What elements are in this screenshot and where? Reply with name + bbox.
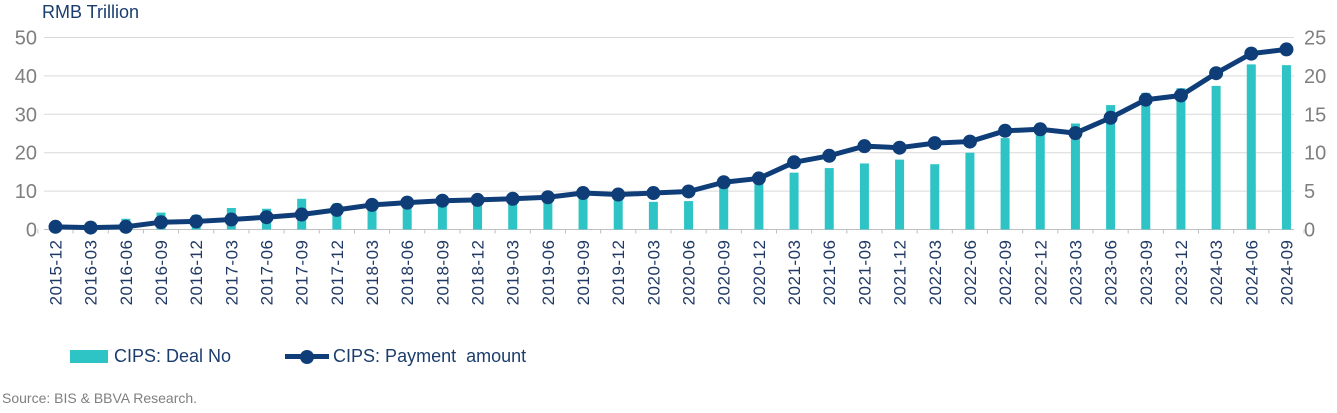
svg-text:2021-06: 2021-06 [820,240,839,306]
svg-text:2022-12: 2022-12 [1031,240,1050,306]
svg-text:2018-09: 2018-09 [433,240,452,306]
svg-text:2019-06: 2019-06 [539,240,558,306]
svg-text:2015-12: 2015-12 [47,240,66,306]
svg-text:2023-06: 2023-06 [1102,240,1121,306]
svg-text:2019-12: 2019-12 [609,240,628,306]
svg-text:20: 20 [15,143,37,165]
svg-text:5: 5 [1304,181,1315,203]
svg-text:2022-09: 2022-09 [996,240,1015,306]
chart-canvas: 0 10 20 30 40 50 0 5 10 15 20 25 2015-12 2016-03 2016-… [15,28,1327,306]
svg-text:2021-12: 2021-12 [891,240,910,306]
legend-label-payment-amount: CIPS: Payment amount [333,346,527,366]
svg-text:15: 15 [1304,104,1326,126]
line-marker-dot-icon [300,349,315,364]
svg-text:2017-06: 2017-06 [258,240,277,306]
left-axis-title: RMB Trillion [42,2,140,22]
svg-text:2016-03: 2016-03 [82,240,101,306]
svg-text:2017-12: 2017-12 [328,240,347,306]
svg-text:2018-06: 2018-06 [398,240,417,306]
svg-text:2020-12: 2020-12 [750,240,769,306]
svg-text:2016-06: 2016-06 [117,240,136,306]
svg-text:2023-12: 2023-12 [1172,240,1191,306]
svg-text:25: 25 [1304,28,1326,50]
svg-text:2020-06: 2020-06 [680,240,699,306]
svg-text:40: 40 [15,66,37,88]
svg-text:2017-09: 2017-09 [293,240,312,306]
svg-text:30: 30 [15,104,37,126]
svg-text:20: 20 [1304,66,1326,88]
svg-text:2023-03: 2023-03 [1066,240,1085,306]
legend-item-payment-amount: CIPS: Payment amount [285,346,526,367]
svg-text:2024-09: 2024-09 [1277,240,1296,306]
bar-series-swatch-icon [70,350,108,363]
svg-text:10: 10 [1304,143,1326,165]
svg-text:2017-03: 2017-03 [222,240,241,306]
svg-text:50: 50 [15,28,37,50]
legend-label-deal-no: CIPS: Deal No [114,346,232,366]
legend: CIPS: Deal No CIPS: Payment amount [70,346,526,367]
svg-text:2020-03: 2020-03 [644,240,663,306]
svg-text:2024-06: 2024-06 [1242,240,1261,306]
line-series-swatch-icon [285,349,330,364]
svg-text:2020-09: 2020-09 [715,240,734,306]
svg-text:2021-09: 2021-09 [855,240,874,306]
svg-text:2016-12: 2016-12 [187,240,206,306]
legend-item-deal-no: CIPS: Deal No [70,346,231,367]
svg-text:2022-03: 2022-03 [926,240,945,306]
svg-text:10: 10 [15,181,37,203]
source-note: Source: BIS & BBVA Research. [2,390,198,406]
svg-text:2019-09: 2019-09 [574,240,593,306]
svg-text:2021-03: 2021-03 [785,240,804,306]
svg-text:2024-03: 2024-03 [1207,240,1226,306]
svg-text:0: 0 [26,220,37,242]
svg-text:2018-03: 2018-03 [363,240,382,306]
svg-text:2023-09: 2023-09 [1137,240,1156,306]
svg-text:2016-09: 2016-09 [152,240,171,306]
svg-text:2019-03: 2019-03 [504,240,523,306]
svg-text:2022-06: 2022-06 [961,239,980,305]
svg-text:2018-12: 2018-12 [469,240,488,306]
svg-text:0: 0 [1304,220,1315,242]
